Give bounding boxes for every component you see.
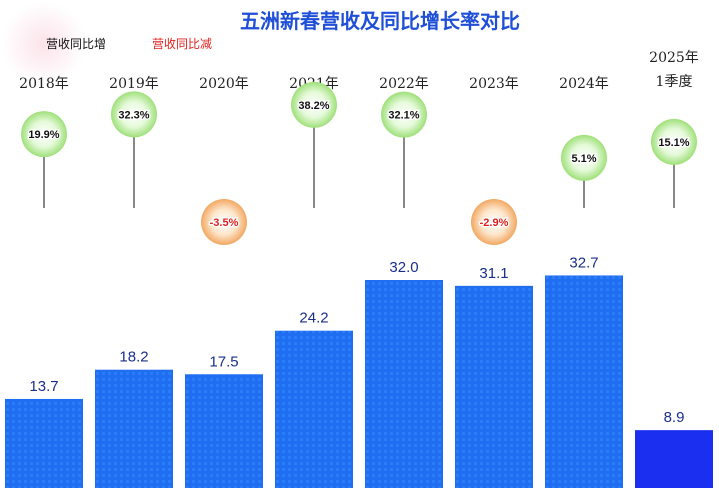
revenue-bars [5, 275, 713, 488]
growth-rate-label: 5.1% [571, 153, 596, 165]
growth-bubble [111, 91, 157, 138]
bar [545, 275, 623, 488]
bar [95, 369, 173, 488]
decline-bubble [201, 199, 247, 245]
growth-bubbles: 19.9% 32.3% -3.5% 38.2% 32.1% -2.9% 5.1% 15.1% [21, 81, 697, 245]
growth-rate-label: 32.3% [118, 109, 149, 121]
growth-rate-label: -2.9% [480, 217, 509, 229]
growth-pins [43, 125, 675, 208]
bar [275, 330, 353, 488]
bar-value-label: 13.7 [29, 378, 58, 395]
category-label: 2023年 [469, 76, 519, 92]
bar-value-label: 8.9 [664, 409, 685, 426]
bar [635, 430, 713, 488]
growth-rate-label: 15.1% [658, 137, 689, 149]
category-label: 2019年 [109, 76, 159, 92]
bar [455, 285, 533, 488]
bar [365, 280, 443, 488]
growth-bubble [561, 134, 607, 181]
legend: 营收同比增 营收同比减 [46, 37, 212, 51]
bar [185, 374, 263, 488]
chart-title: 五洲新春营收及同比增长率对比 [240, 9, 520, 33]
growth-rate-label: 32.1% [388, 110, 419, 122]
bar-value-label: 24.2 [299, 310, 328, 327]
growth-bubble [21, 111, 67, 158]
growth-rate-label: -3.5% [210, 217, 239, 229]
growth-bubble [651, 118, 697, 165]
growth-rate-label: 38.2% [298, 100, 329, 112]
growth-bubble [381, 91, 427, 138]
category-label: 2020年 [199, 76, 249, 92]
growth-rate-label: 19.9% [28, 129, 59, 141]
bar [5, 398, 83, 488]
legend-decline: 营收同比减 [152, 37, 212, 51]
category-labels: 2018年2019年2020年2021年2022年2023年2024年2025年… [19, 50, 699, 92]
legend-halo [2, 2, 86, 86]
revenue-labels: 13.7 18.2 17.5 24.2 32.0 31.1 32.7 8.9 [29, 254, 684, 426]
growth-bubble [291, 81, 337, 128]
bar-value-label: 32.7 [569, 254, 598, 271]
bar-value-label: 17.5 [209, 353, 238, 370]
legend-growth: 营收同比增 [46, 37, 106, 51]
category-label: 2022年 [379, 76, 429, 92]
bar-value-label: 18.2 [119, 349, 148, 366]
bar-value-label: 31.1 [479, 265, 508, 282]
category-label: 2025年 1季度 [649, 50, 699, 90]
decline-bubble [471, 199, 517, 245]
bar-value-label: 32.0 [389, 259, 418, 276]
category-label: 2024年 [559, 76, 609, 92]
category-label: 2018年 [19, 76, 69, 92]
